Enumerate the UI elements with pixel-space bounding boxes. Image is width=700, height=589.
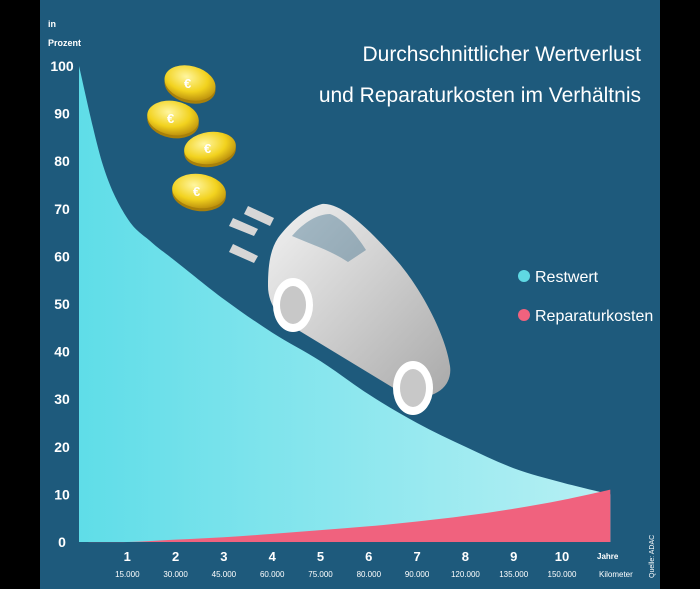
x-tick-label-km: 120.000 xyxy=(451,570,480,579)
x-tick-label-year: 1 xyxy=(124,549,131,564)
legend-swatch-reparaturkosten xyxy=(518,309,530,321)
euro-coin-icon: € xyxy=(172,173,226,212)
x-tick-label-year: 6 xyxy=(365,549,372,564)
x-tick-label-km: 80.000 xyxy=(357,570,382,579)
series-layer xyxy=(79,66,611,543)
x-tick-label-year: 9 xyxy=(510,549,517,564)
x-tick-label-year: 5 xyxy=(317,549,324,564)
y-tick-label: 100 xyxy=(50,58,74,74)
y-tick-label: 60 xyxy=(54,248,70,264)
car-icon xyxy=(268,203,451,415)
y-tick-label: 20 xyxy=(54,439,70,455)
y-tick-label: 10 xyxy=(54,486,70,502)
chart-title-line1: Durchschnittlicher Wertverlust xyxy=(362,43,641,66)
y-axis-label-line1: in xyxy=(48,19,56,29)
y-tick-label: 70 xyxy=(54,201,70,217)
y-tick-label: 50 xyxy=(54,296,70,312)
x-tick-label-km: 45.000 xyxy=(212,570,237,579)
series-area-reparaturkosten xyxy=(79,489,611,543)
euro-coin-icon: € xyxy=(147,100,199,139)
x-tick-label-km: 15.000 xyxy=(115,570,140,579)
x-tick-label-km: 30.000 xyxy=(163,570,188,579)
x-axis-label-km: Kilometer xyxy=(599,570,633,579)
x-tick-label-year: 10 xyxy=(555,549,569,564)
x-tick-label-km: 135.000 xyxy=(499,570,528,579)
y-tick-label: 90 xyxy=(54,106,70,122)
x-tick-label-year: 4 xyxy=(269,549,277,564)
svg-text:€: € xyxy=(184,76,191,91)
y-tick-label: 80 xyxy=(54,153,70,169)
speed-lines-icon xyxy=(229,206,274,263)
y-tick-label: 40 xyxy=(54,344,70,360)
x-tick-label-year: 2 xyxy=(172,549,179,564)
source-note: Quelle: ADAC xyxy=(649,535,656,578)
svg-text:€: € xyxy=(193,184,200,199)
euro-coin-icon: € xyxy=(164,65,216,104)
x-axis-label-years: Jahre xyxy=(597,552,619,561)
x-tick-label-km: 90.000 xyxy=(405,570,430,579)
chart-title-line2: und Reparaturkosten im Verhältnis xyxy=(319,84,641,107)
x-tick-label-year: 3 xyxy=(220,549,227,564)
x-tick-label-km: 60.000 xyxy=(260,570,285,579)
y-tick-label: 0 xyxy=(58,534,66,550)
svg-text:€: € xyxy=(167,111,174,126)
y-tick-label: 30 xyxy=(54,391,70,407)
y-axis-label-line2: Prozent xyxy=(48,38,81,48)
svg-text:€: € xyxy=(204,141,211,156)
x-tick-labels: 1 15.000 2 30.000 3 45.000 4 60.000 5 75.000 6 80.0… xyxy=(115,549,577,579)
legend-label-restwert: Restwert xyxy=(535,269,599,286)
x-tick-label-year: 7 xyxy=(413,549,420,564)
legend-label-reparaturkosten: Reparaturkosten xyxy=(535,308,653,325)
x-tick-label-km: 150.000 xyxy=(548,570,577,579)
legend: Restwert Reparaturkosten xyxy=(518,269,653,325)
x-tick-label-year: 8 xyxy=(462,549,469,564)
legend-swatch-restwert xyxy=(518,270,530,282)
euro-coin-icon: € xyxy=(184,131,236,168)
series-area-restwert xyxy=(79,66,611,542)
x-tick-label-km: 75.000 xyxy=(308,570,333,579)
